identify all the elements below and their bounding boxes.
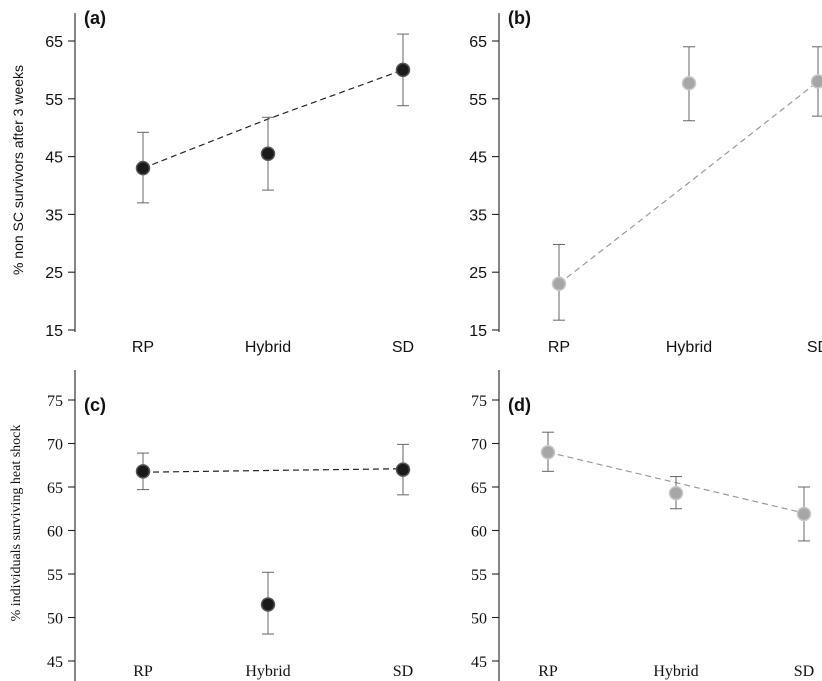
y-tick-label: 35	[469, 207, 487, 224]
y-tick-label: 65	[45, 34, 63, 51]
x-category-label: Hybrid	[245, 339, 291, 356]
y-tick-label: 65	[47, 480, 63, 497]
y-tick-label: 55	[471, 567, 487, 584]
x-category-label: Hybrid	[245, 663, 290, 680]
panel-label: (c)	[84, 395, 106, 415]
y-tick-label: 25	[469, 265, 487, 282]
x-category-label: RP	[548, 339, 570, 356]
y-tick-label: 45	[47, 654, 63, 671]
y-tick-label: 55	[469, 92, 487, 109]
y-tick-label: 65	[469, 34, 487, 51]
y-tick-label: 45	[471, 654, 487, 671]
data-point	[810, 74, 822, 89]
data-point	[681, 75, 697, 91]
y-tick-label: 65	[471, 480, 487, 497]
data-point	[260, 146, 276, 161]
x-category-label: Hybrid	[666, 339, 712, 356]
y-tick-label: 45	[45, 150, 63, 167]
x-category-label: SD	[393, 663, 413, 680]
y-tick-label: 75	[471, 393, 487, 410]
y-tick-label: 70	[47, 437, 63, 454]
data-point	[260, 597, 276, 612]
panel-label: (d)	[508, 395, 531, 415]
y-tick-label: 50	[471, 611, 487, 628]
data-point	[551, 276, 567, 292]
data-point	[135, 160, 151, 176]
panel-c: 45 50 55 60 65 70 75 RP Hybrid SD (c) % individuals…	[9, 370, 413, 681]
panel-d: 45 50 55 60 65 70 75 RP Hybrid SD (d)	[471, 370, 814, 681]
y-axis-label: % non SC survivors after 3 weeks	[10, 65, 26, 275]
panel-label: (a)	[84, 8, 106, 28]
panel-b: 15 25 35 45 55 65 RP Hybrid SD (b)	[469, 8, 822, 356]
y-tick-label: 70	[471, 437, 487, 454]
x-category-label: RP	[132, 339, 154, 356]
data-point	[668, 485, 684, 501]
y-tick-label: 45	[469, 150, 487, 167]
x-category-label: RP	[133, 663, 153, 680]
x-category-label: SD	[807, 339, 822, 356]
y-tick-label: 35	[45, 207, 63, 224]
y-tick-label: 55	[47, 567, 63, 584]
data-point	[796, 506, 812, 522]
y-tick-label: 60	[471, 524, 487, 541]
y-tick-label: 75	[47, 393, 63, 410]
trend-line	[558, 80, 819, 285]
trend-line	[142, 468, 404, 473]
x-category-label: RP	[538, 663, 558, 680]
data-point	[135, 464, 151, 479]
data-point	[395, 462, 411, 477]
panel-label: (b)	[508, 8, 531, 28]
panel-a: 15 25 35 45 55 65 RP Hybrid SD (a) % non SC surviv…	[10, 8, 414, 356]
y-tick-label: 55	[45, 92, 63, 109]
y-tick-label: 60	[47, 524, 63, 541]
data-point	[395, 62, 411, 78]
y-tick-label: 25	[45, 265, 63, 282]
y-axis-label: % individuals surviving heat shock	[9, 425, 24, 622]
data-point	[540, 444, 556, 460]
y-tick-label: 15	[45, 323, 63, 340]
y-tick-label: 15	[469, 323, 487, 340]
x-category-label: SD	[794, 663, 814, 680]
y-tick-label: 50	[47, 611, 63, 628]
x-category-label: Hybrid	[653, 663, 698, 680]
x-category-label: SD	[392, 339, 414, 356]
